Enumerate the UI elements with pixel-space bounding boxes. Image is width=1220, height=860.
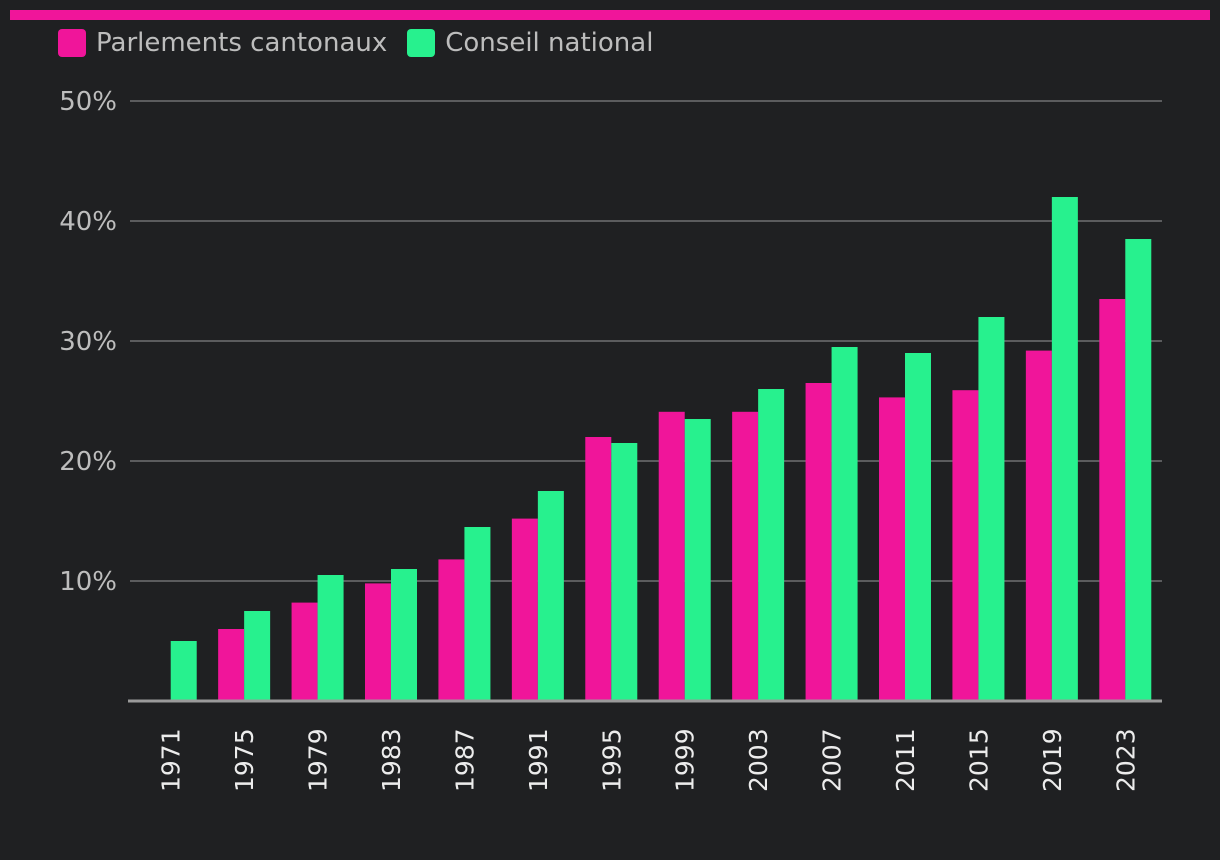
bar <box>1051 197 1078 701</box>
x-tick-label: 1999 <box>671 728 700 792</box>
bar <box>952 390 979 701</box>
y-tick-label: 40% <box>59 207 117 237</box>
bar <box>732 411 759 701</box>
x-tick-label: 1987 <box>450 728 479 792</box>
bar <box>438 559 465 701</box>
bar <box>978 317 1005 701</box>
bar <box>879 397 905 701</box>
legend: Parlements cantonaux Conseil national <box>58 26 653 60</box>
bar <box>758 389 785 701</box>
x-tick-label: 1995 <box>597 728 626 792</box>
x-tick-label: 2011 <box>891 728 920 792</box>
x-tick-label: 2015 <box>964 728 993 792</box>
bar <box>831 347 858 701</box>
x-tick-label: 1975 <box>230 728 259 792</box>
legend-swatch-parlements-cantonaux <box>58 29 86 57</box>
accent-bar <box>10 10 1210 20</box>
bar <box>1025 350 1052 701</box>
x-tick-label: 1971 <box>157 728 186 792</box>
bar <box>805 383 832 701</box>
legend-swatch-conseil-national <box>407 29 436 57</box>
y-tick-label: 30% <box>59 327 117 357</box>
legend-item-parlements-cantonaux[interactable]: Parlements cantonaux <box>58 28 387 58</box>
bar <box>658 411 685 701</box>
bar <box>511 518 538 701</box>
x-tick-label: 2019 <box>1038 728 1067 792</box>
bar <box>585 437 612 701</box>
x-tick-label: 1979 <box>304 728 333 792</box>
bar <box>611 443 638 701</box>
bar <box>391 569 417 701</box>
x-tick-label: 2023 <box>1111 728 1140 792</box>
bar <box>317 575 344 701</box>
legend-label-parlements-cantonaux: Parlements cantonaux <box>96 28 388 58</box>
legend-label-conseil-national: Conseil national <box>445 28 654 58</box>
x-tick-label: 2003 <box>744 728 773 792</box>
y-tick-label: 20% <box>59 447 117 477</box>
bar <box>684 419 711 701</box>
bar <box>365 583 391 701</box>
x-tick-label: 1991 <box>524 728 553 792</box>
y-tick-label: 50% <box>59 87 117 117</box>
bar <box>170 641 197 701</box>
bar <box>1125 239 1152 701</box>
x-tick-label: 1983 <box>377 728 406 792</box>
legend-item-conseil-national[interactable]: Conseil national <box>407 28 653 58</box>
x-tick-label: 2007 <box>818 728 847 792</box>
bar <box>905 353 931 701</box>
y-tick-label: 10% <box>59 567 117 597</box>
bar <box>537 491 564 701</box>
bar <box>218 629 245 701</box>
bar <box>291 602 318 701</box>
bar <box>1099 299 1126 701</box>
bar <box>464 527 491 701</box>
bar <box>244 611 271 701</box>
